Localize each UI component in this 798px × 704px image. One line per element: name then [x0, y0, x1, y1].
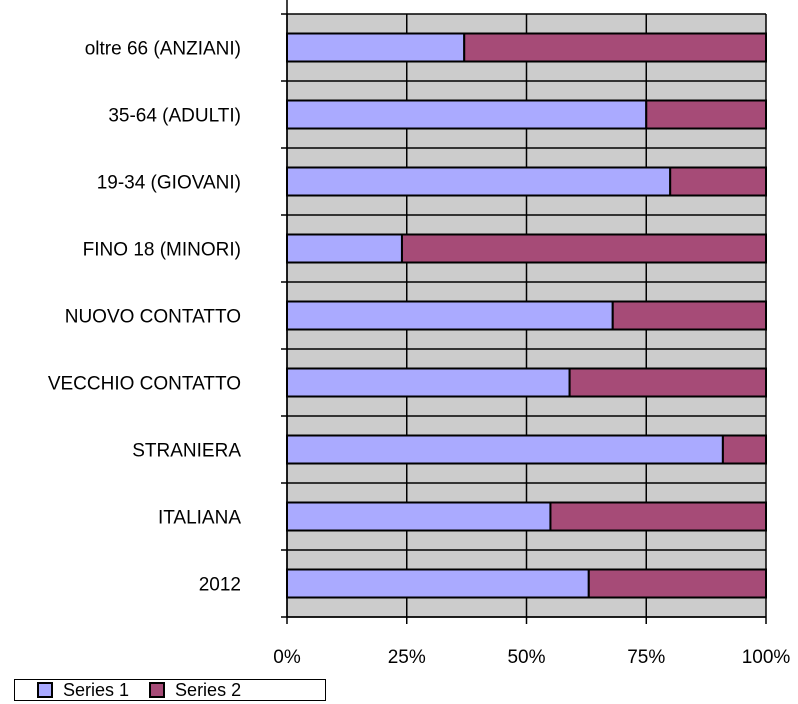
bar-series-2: [549, 501, 768, 532]
bar-series-1: [286, 300, 614, 331]
bars: [286, 32, 768, 599]
category-label: ITALIANA: [158, 508, 241, 529]
bar-series-1: [286, 568, 590, 599]
x-tick-label: 0%: [273, 647, 301, 668]
bar-series-1: [286, 32, 466, 63]
legend-item-series-1: Series 1: [37, 680, 129, 701]
bar-series-1: [286, 501, 552, 532]
legend-label: Series 1: [63, 679, 130, 700]
bar-series-2: [721, 434, 768, 465]
bar-series-2: [587, 568, 768, 599]
bar-series-2: [568, 367, 767, 398]
bar-series-2: [611, 300, 767, 331]
bar-series-1: [286, 166, 672, 197]
category-label: 35-64 (ADULTI): [108, 106, 241, 127]
axes: [281, 0, 767, 624]
bar-series-1: [286, 99, 648, 130]
category-label: NUOVO CONTATTO: [65, 307, 241, 328]
bar-series-1: [286, 434, 724, 465]
legend: Series 1 Series 2: [14, 679, 326, 701]
category-label: 2012: [199, 575, 241, 596]
category-label: oltre 66 (ANZIANI): [85, 39, 241, 60]
x-tick-label: 75%: [627, 647, 665, 668]
bar-series-2: [400, 233, 767, 264]
legend-swatch: [149, 682, 166, 698]
bar-series-2: [669, 166, 768, 197]
bar-series-1: [286, 367, 571, 398]
bar-series-2: [645, 99, 767, 130]
bar-series-2: [463, 32, 767, 63]
x-tick-label: 25%: [388, 647, 426, 668]
legend-label: Series 2: [175, 679, 242, 700]
category-label: VECCHIO CONTATTO: [48, 374, 241, 395]
x-tick-label: 50%: [507, 647, 545, 668]
category-label: 19-34 (GIOVANI): [97, 173, 241, 194]
x-tick-label: 100%: [742, 647, 791, 668]
bar-series-1: [286, 233, 403, 264]
legend-swatch: [37, 682, 53, 698]
legend-item-series-2: Series 2: [149, 680, 241, 701]
category-label: STRANIERA: [132, 441, 241, 462]
labels: oltre 66 (ANZIANI) 35-64 (ADULTI) 19-34 (G…: [48, 39, 791, 669]
category-label: FINO 18 (MINORI): [83, 240, 241, 261]
